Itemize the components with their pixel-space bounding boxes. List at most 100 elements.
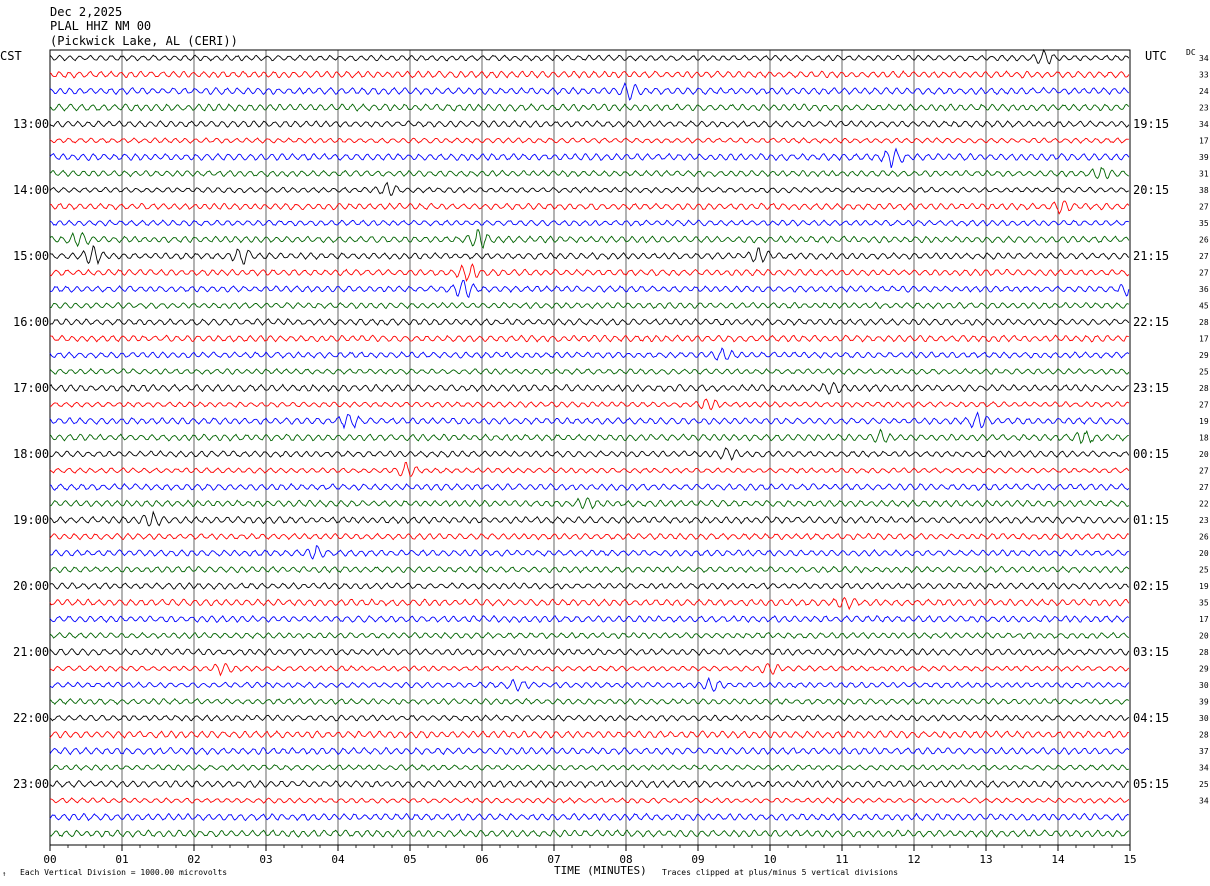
seismic-trace-row [49,447,1130,461]
x-axis-title: TIME (MINUTES) [554,864,647,877]
dc-offset-label: 27 [1199,203,1209,212]
dc-offset-label: 26 [1199,533,1209,542]
seismic-trace-row [49,582,1130,590]
dc-offset-label: 28 [1199,731,1209,740]
dc-offset-label: 31 [1199,170,1209,179]
cst-hour-label: 20:00 [13,579,49,593]
dc-offset-label: 34 [1199,54,1209,63]
dc-offset-label: 23 [1199,104,1209,113]
nm-logo-mark: ↑ [2,870,7,878]
dc-offset-label: 22 [1199,500,1209,509]
dc-offset-label: 20 [1199,450,1209,459]
utc-hour-label: 22:15 [1133,315,1169,329]
dc-offset-label: 28 [1199,648,1209,657]
dc-offset-label: 33 [1199,71,1209,80]
dc-offset-label: 25 [1199,368,1209,377]
x-tick-label: 11 [835,853,848,866]
seismic-trace-row [49,82,1130,101]
cst-hour-label: 16:00 [13,315,49,329]
dc-offset-label: 27 [1199,401,1209,410]
x-tick-label: 09 [691,853,704,866]
dc-offset-label: 27 [1199,252,1209,261]
utc-hour-label: 03:15 [1133,645,1169,659]
dc-offset-label: 28 [1199,384,1209,393]
utc-hour-label: 20:15 [1133,183,1169,197]
seismic-trace-row [49,411,1130,430]
seismic-trace-row [49,614,1130,624]
seismic-trace-row [49,245,1130,266]
seismic-trace-row [49,318,1130,326]
seismic-trace-row [49,596,1130,611]
seismic-trace-row [49,48,1130,65]
seismic-trace-row [49,510,1130,527]
dc-offset-label: 34 [1199,764,1209,773]
grid [49,49,1131,851]
seismic-trace-row [49,70,1130,79]
seismic-trace-row [49,764,1129,772]
dc-offset-label: 25 [1199,566,1209,575]
cst-hour-label: 14:00 [13,183,49,197]
seismic-trace-row [49,301,1130,310]
utc-hour-label: 02:15 [1133,579,1169,593]
seismic-trace-row [49,428,1129,445]
x-tick-label: 05 [403,853,416,866]
dc-offset-label: 17 [1199,335,1209,344]
seismic-trace-row [49,812,1129,822]
seismic-trace-row [49,697,1130,706]
dc-offset-label: 20 [1199,549,1209,558]
seismic-trace-row [49,103,1130,112]
seismic-trace-row [49,367,1130,375]
plot-frame [49,49,1131,846]
dc-offset-label: 30 [1199,714,1209,723]
seismic-trace-row [49,676,1130,692]
utc-hour-label: 19:15 [1133,117,1169,131]
x-tick-label: 03 [259,853,272,866]
left-timezone-label: CST [0,49,22,63]
dc-offset-label: 35 [1199,219,1209,228]
right-timezone-label: UTC [1145,49,1167,63]
seismic-trace-row [49,137,1129,144]
scale-note: Each Vertical Division = 1000.00 microvo… [20,868,228,877]
dc-offset-label: 28 [1199,318,1209,327]
dc-offset-label: 26 [1199,236,1209,245]
x-tick-label: 10 [763,853,776,866]
seismic-trace-row [49,347,1130,361]
dc-offset-label: 29 [1199,665,1209,674]
dc-offset-label: 35 [1199,599,1209,608]
seismic-trace-row [49,120,1130,128]
dc-offset-label: 17 [1199,615,1209,624]
dc-offset-label: 45 [1199,302,1209,311]
seismic-trace-row [49,181,1129,197]
axis-labels: 00 01 02 03 04 05 06 07 08 09 10 11 12 13 14 15 34 33 24 23… [13,54,1209,866]
utc-hour-label: 23:15 [1133,381,1169,395]
dc-offset-label: 34 [1199,120,1209,129]
dc-offset-label: 19 [1199,582,1209,591]
seismic-trace-row [49,398,1130,411]
seismic-trace-row [49,730,1129,739]
utc-hour-label: 01:15 [1133,513,1169,527]
dc-offset-label: 20 [1199,632,1209,641]
cst-hour-label: 22:00 [13,711,49,725]
utc-hour-label: 04:15 [1133,711,1169,725]
seismic-trace-row [49,263,1130,283]
dc-offset-label: 23 [1199,516,1209,525]
x-tick-label: 06 [475,853,488,866]
x-tick-label: 01 [115,853,128,866]
cst-hour-label: 17:00 [13,381,49,395]
utc-hour-label: 00:15 [1133,447,1169,461]
station-label: PLAL HHZ NM 00 [50,19,152,33]
seismic-trace-row [49,662,1130,677]
cst-hour-label: 18:00 [13,447,49,461]
x-tick-label: 13 [979,853,992,866]
dc-offset-label: 25 [1199,780,1209,789]
cst-hour-label: 13:00 [13,117,49,131]
dc-offset-label: 29 [1199,351,1209,360]
seismic-trace-row [49,532,1129,541]
trace-group [49,48,1130,838]
x-tick-label: 12 [907,853,920,866]
x-tick-label: 00 [43,853,56,866]
dc-offset-label: 34 [1199,797,1209,806]
utc-hour-label: 05:15 [1133,777,1169,791]
dc-offset-label: 27 [1199,269,1209,278]
